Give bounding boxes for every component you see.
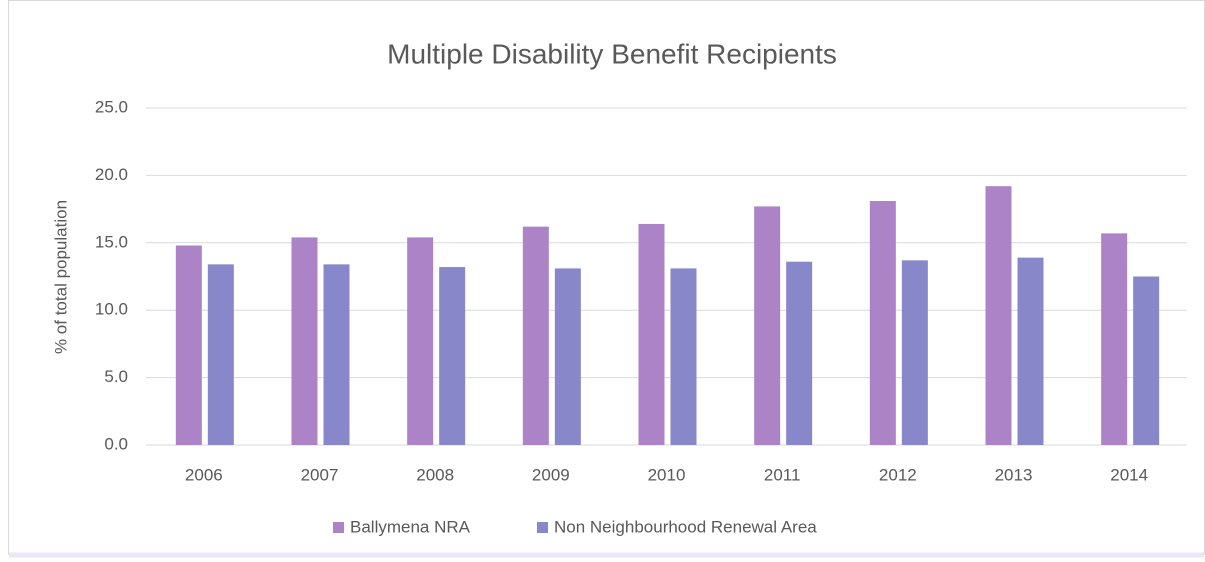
bar <box>901 260 928 445</box>
legend-label: Non Neighbourhood Renewal Area <box>554 517 817 536</box>
x-tick-label: 2009 <box>532 465 570 484</box>
legend-label: Ballymena NRA <box>350 517 471 536</box>
y-tick-label: 0.0 <box>104 434 128 453</box>
bar <box>638 223 665 445</box>
x-tick-label: 2013 <box>995 465 1033 484</box>
bar <box>407 237 434 445</box>
bar <box>985 186 1012 445</box>
y-axis-label: % of total population <box>51 200 70 354</box>
bar <box>670 268 697 445</box>
x-tick-label: 2006 <box>185 465 223 484</box>
bar <box>175 245 202 445</box>
bar <box>522 226 549 445</box>
legend-swatch <box>333 522 344 533</box>
bar <box>869 201 896 445</box>
bar <box>207 264 234 445</box>
bar <box>439 267 466 445</box>
y-tick-label: 5.0 <box>104 367 128 386</box>
y-tick-label: 10.0 <box>95 300 128 319</box>
y-tick-label: 25.0 <box>95 97 128 116</box>
bar <box>1101 233 1128 445</box>
x-tick-label: 2007 <box>301 465 339 484</box>
bar <box>554 268 581 445</box>
bar <box>786 261 813 445</box>
x-tick-label: 2010 <box>648 465 686 484</box>
bar <box>1133 276 1160 445</box>
bar <box>754 206 781 445</box>
x-tick-label: 2014 <box>1110 465 1148 484</box>
bar <box>291 237 318 445</box>
x-tick-label: 2011 <box>764 465 801 484</box>
legend-swatch <box>537 522 548 533</box>
bar <box>1017 257 1044 445</box>
x-tick-label: 2012 <box>879 465 917 484</box>
x-tick-label: 2008 <box>416 465 454 484</box>
chart-title: Multiple Disability Benefit Recipients <box>387 38 837 69</box>
bar <box>323 264 350 445</box>
y-tick-label: 15.0 <box>95 232 128 251</box>
y-tick-label: 20.0 <box>95 165 128 184</box>
